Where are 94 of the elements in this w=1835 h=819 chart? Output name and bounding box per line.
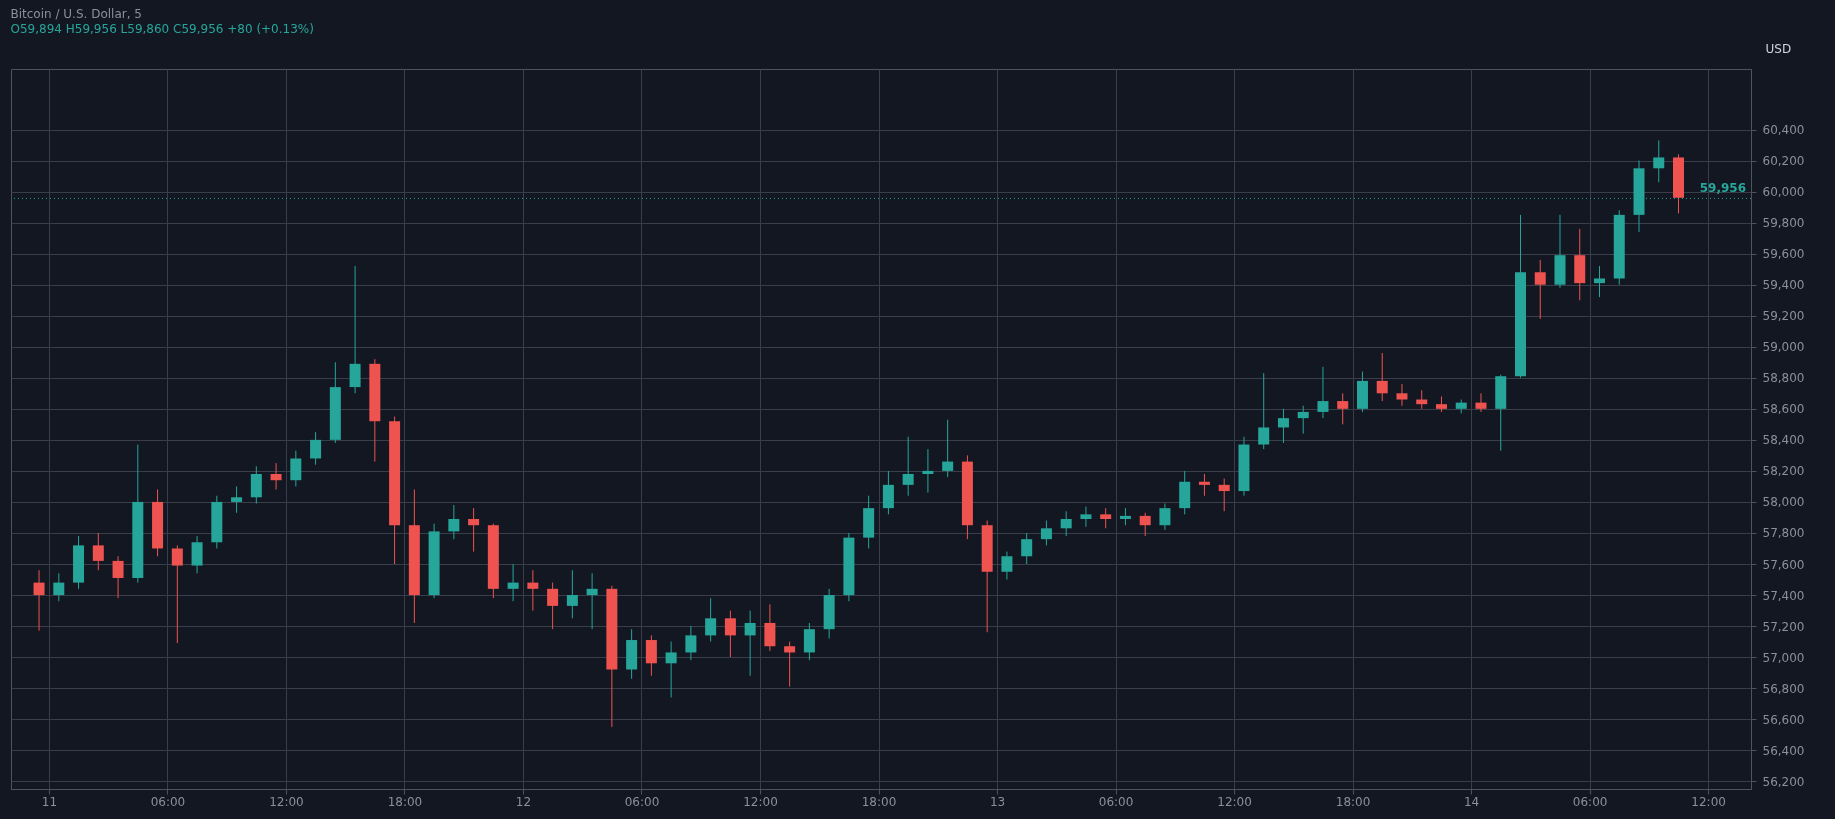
- y-tick-label: 56,800: [1762, 681, 1805, 696]
- x-tick-label: 06:00: [1098, 794, 1134, 809]
- candlestick: [1337, 392, 1349, 425]
- candlestick: [586, 572, 598, 630]
- y-tick-label: 59,200: [1762, 309, 1805, 324]
- y-tick-label: 56,600: [1762, 712, 1805, 727]
- candlestick: [270, 462, 282, 491]
- y-tick-label: 58,400: [1762, 433, 1805, 448]
- y-tick-label: 57,800: [1762, 526, 1805, 541]
- y-tick-label: 57,600: [1762, 557, 1805, 572]
- y-tick-label: 60,200: [1762, 154, 1805, 169]
- chart-title: Bitcoin / U.S. Dollar, 5: [10, 7, 142, 21]
- candlestick: [1218, 478, 1230, 512]
- candlestick: [902, 436, 914, 497]
- y-axis-title: USD: [1765, 41, 1792, 56]
- candlestick: [231, 485, 243, 514]
- candlestick: [566, 569, 578, 619]
- candlestick: [1317, 366, 1329, 419]
- candlestick: [507, 563, 519, 602]
- y-tick-label: 56,200: [1762, 774, 1805, 789]
- candlestick: [92, 532, 104, 571]
- y-tick-label: 57,000: [1762, 650, 1805, 665]
- candlestick: [724, 610, 736, 658]
- y-tick-label: 59,400: [1762, 278, 1805, 293]
- candlestick: [705, 597, 717, 643]
- candlestick: [1001, 551, 1013, 581]
- candlestick: [744, 610, 756, 677]
- candlestick: [882, 470, 894, 515]
- candlestick: [1060, 510, 1072, 537]
- y-tick-label: 58,000: [1762, 495, 1805, 510]
- candlestick: [685, 625, 697, 661]
- y-tick-label: 57,400: [1762, 588, 1805, 603]
- candlestick: [1594, 265, 1605, 298]
- candlestick: [33, 569, 45, 632]
- y-tick-label: 57,200: [1762, 619, 1805, 634]
- y-tick-label: 56,400: [1762, 743, 1805, 758]
- candlestick: [310, 431, 322, 466]
- x-tick-label: 18:00: [387, 794, 423, 809]
- y-tick-label: 60,000: [1762, 185, 1805, 200]
- x-tick-label: 13: [989, 794, 1006, 809]
- candlestick: [1198, 473, 1210, 497]
- candlestick: [448, 504, 460, 540]
- candlestick: [547, 582, 559, 630]
- candlestick: [784, 641, 796, 688]
- y-tick-label: 58,200: [1762, 464, 1805, 479]
- x-tick-label: 06:00: [624, 794, 660, 809]
- candlestick: [468, 507, 480, 553]
- candlestick: [1297, 405, 1309, 435]
- x-tick-label: 06:00: [1572, 794, 1608, 809]
- x-tick-label: 11: [41, 794, 58, 809]
- candlestick: [1080, 506, 1092, 528]
- candlestick: [922, 448, 934, 494]
- y-tick-label: 58,800: [1762, 371, 1805, 386]
- x-tick-label: 12:00: [269, 794, 304, 809]
- candlestick: [1139, 512, 1151, 537]
- x-tick-label: 12:00: [1691, 794, 1726, 809]
- candlestick: [250, 465, 262, 504]
- candlestick: [1534, 259, 1546, 320]
- y-tick-label: 59,600: [1762, 247, 1805, 262]
- candlestick: [1376, 352, 1388, 402]
- candlestick: [1021, 532, 1033, 565]
- candlestick: [53, 572, 65, 602]
- candlestick: [942, 419, 954, 478]
- candlestick: [527, 569, 539, 612]
- candlestick: [290, 450, 302, 487]
- candlestick: [191, 535, 203, 574]
- candlestick: [1258, 372, 1270, 450]
- candlestick: [1277, 408, 1289, 444]
- candlestick: [112, 555, 124, 599]
- y-tick-label: 60,400: [1762, 123, 1805, 138]
- x-tick-label: 14: [1463, 794, 1480, 809]
- y-tick-label: 59,800: [1762, 216, 1805, 231]
- text: O59,894 H59,956 L59,860 C59,956 +80 (+0.13%): [10, 22, 314, 36]
- candlestick: [803, 622, 815, 661]
- x-tick-label: 18:00: [861, 794, 897, 809]
- candlestick: [764, 603, 776, 652]
- candlestick: [1653, 139, 1665, 183]
- candlestick: [645, 634, 657, 677]
- candlestick: [349, 265, 361, 394]
- candlestick: [1040, 520, 1052, 546]
- candlestick: [1159, 502, 1171, 531]
- x-tick-label: 12:00: [1217, 794, 1252, 809]
- ref-line-label: 59,956: [1699, 181, 1746, 196]
- candlestick: [171, 544, 183, 644]
- candlestick: [1100, 507, 1112, 529]
- candlestick: [665, 641, 677, 698]
- x-tick-label: 18:00: [1335, 794, 1371, 809]
- x-tick-label: 12:00: [743, 794, 778, 809]
- x-tick-label: 06:00: [150, 794, 186, 809]
- x-tick-label: 12: [515, 794, 532, 809]
- candlestick: [1475, 392, 1487, 413]
- candlestick: [1396, 383, 1408, 407]
- y-tick-label: 58,600: [1762, 402, 1805, 417]
- y-tick-label: 59,000: [1762, 340, 1805, 355]
